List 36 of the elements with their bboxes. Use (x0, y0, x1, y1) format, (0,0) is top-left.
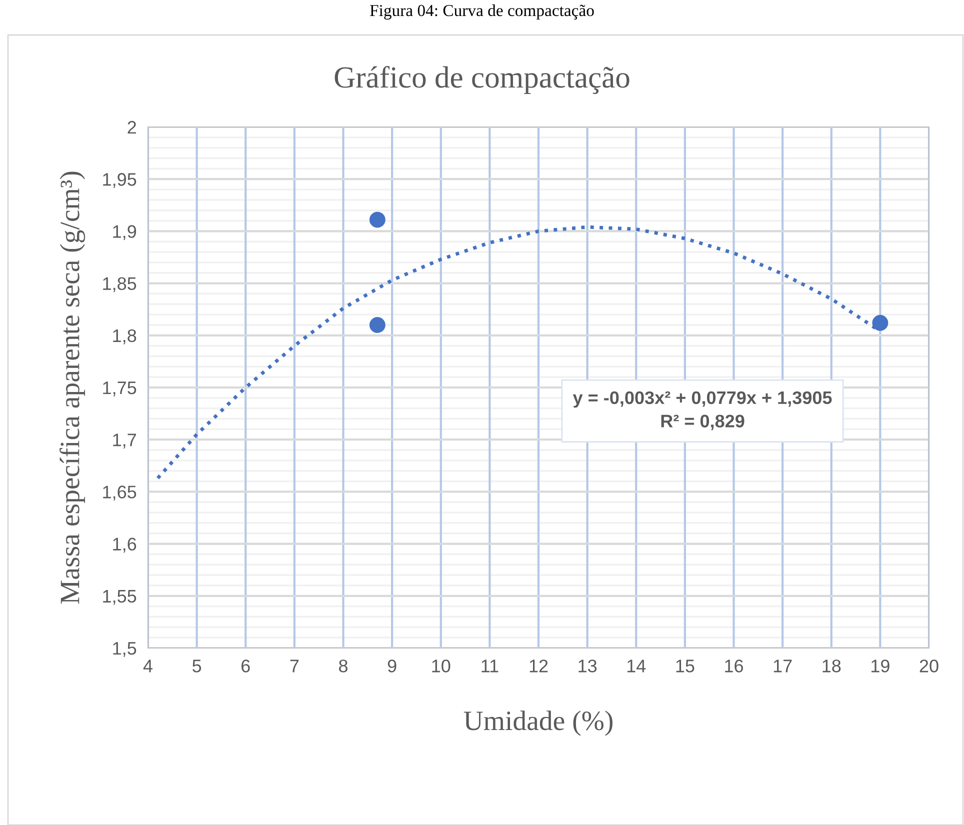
x-tick-label: 8 (339, 660, 348, 672)
x-tick-label: 4 (143, 660, 152, 672)
x-tick-label: 16 (725, 660, 743, 672)
y-axis-title: Massa específica aparente seca (g/cm³) (60, 172, 86, 604)
y-tick-label: 2 (128, 120, 136, 134)
x-tick-label: 14 (627, 660, 646, 672)
x-tick-label: 6 (242, 660, 250, 672)
y-tick-label: 1,8 (113, 329, 136, 344)
x-tick-label: 9 (388, 660, 396, 672)
x-tick-label: 19 (872, 660, 890, 672)
point (872, 314, 888, 331)
y-tick-label: 1,9 (113, 225, 136, 240)
y-tick-label: 1,65 (103, 486, 136, 501)
y-tick-label: 1,75 (103, 382, 136, 396)
chart-title: Gráfico de compactação (334, 66, 630, 94)
y-tick-label: 1,95 (103, 173, 136, 188)
x-tick-label: 12 (530, 660, 548, 672)
point (369, 317, 386, 333)
x-tick-label: 17 (774, 660, 792, 672)
y-tick-label: 1,85 (103, 277, 136, 292)
chart-subtitle: Figura 04: Curva de compactação (370, 4, 594, 20)
x-tick-label: 10 (432, 660, 450, 672)
x-tick-label: 5 (192, 660, 202, 672)
x-axis-title: Umidade (%) (464, 710, 612, 736)
x-tick-label: 7 (290, 660, 299, 672)
x-tick-label: 11 (482, 660, 498, 672)
y-tick-label: 1,7 (113, 434, 136, 448)
x-tick-label: 20 (920, 660, 938, 672)
annotation: y = -0,003x² + 0,0779x + 1,3905 R² = 0,829 (572, 391, 832, 430)
point (369, 212, 386, 228)
x-tick-label: 15 (676, 660, 694, 672)
x-tick-label: 18 (822, 660, 841, 672)
y-tick-label: 1,5 (113, 642, 136, 657)
x-tick-label: 13 (578, 660, 597, 672)
y-tick-label: 1,6 (113, 538, 136, 553)
y-tick-label: 1,55 (103, 590, 136, 605)
